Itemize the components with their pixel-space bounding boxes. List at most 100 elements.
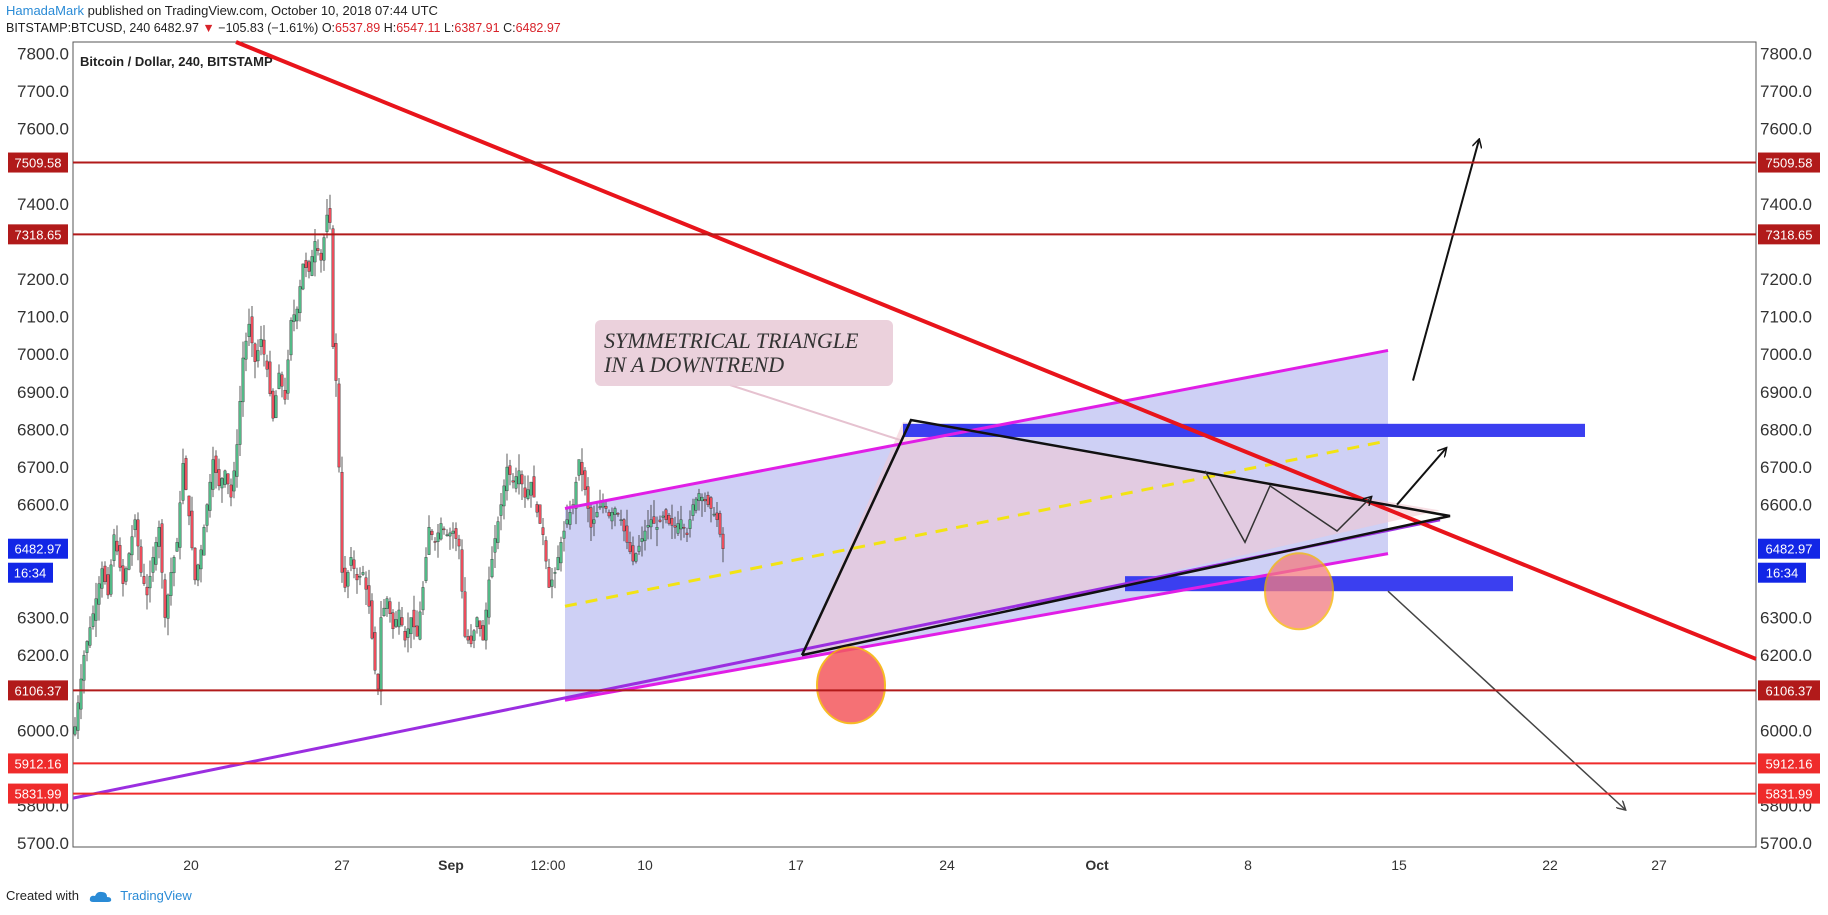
candle-body [394,619,398,627]
candle-body [325,214,329,232]
candle-body [529,481,533,496]
left-price-tag [8,152,68,173]
candle-body [208,481,212,511]
candle-body [340,471,344,573]
right-tick-label: 7400.0 [1760,195,1812,214]
open-label: O: [321,21,336,35]
candle-body [304,260,308,268]
candle-body [667,515,671,524]
candle-body [328,208,332,223]
candle-body [232,470,236,492]
candle-body [181,463,185,501]
candle-body [367,585,371,607]
candle-body [679,519,683,530]
candle-body [463,591,467,637]
open-value: 6537.89 [335,21,381,35]
candle-body [250,316,254,344]
candle-body [355,574,359,581]
candle-body [103,565,107,583]
candle-body [559,542,563,564]
candle-body [655,527,659,530]
short-up-arrow [1396,448,1446,506]
right-price-tag-text: 7509.58 [1766,156,1813,171]
candle-body [211,459,215,490]
low-label: L: [443,21,455,35]
candle-body [154,542,158,565]
candle-body [286,359,290,394]
symbol-label: BITSTAMP:BTCUSD, 240 [6,21,151,35]
left-price-tag-text: 5912.16 [15,756,62,771]
candle-body [547,567,551,588]
callout-line-2: IN A DOWNTREND [603,352,784,377]
candle-body [484,609,488,641]
bounce-circle-1 [816,646,886,725]
candle-body [361,572,365,575]
tradingview-link[interactable]: TradingView [120,888,192,903]
callout-box[interactable]: SYMMETRICAL TRIANGLE IN A DOWNTREND [595,320,901,441]
candle-body [502,485,506,507]
candle-body [715,512,719,520]
candle-body [112,534,116,561]
candle-body [574,481,578,509]
x-tick-label: 15 [1391,857,1407,873]
candle-body [682,527,686,529]
candle-body [565,519,569,525]
candle-body [94,598,98,621]
candle-body [718,513,722,535]
candle-body [436,532,440,543]
right-tick-label: 7800.0 [1760,44,1812,63]
candle-body [295,308,299,322]
overlays-layer [72,40,1757,809]
x-tick-label: Oct [1085,857,1109,873]
candle-body [460,549,464,592]
candle-body [244,340,248,360]
candle-body [625,525,629,543]
candle-body [475,617,479,628]
candle-body [490,559,494,578]
time-axis[interactable]: 20 27 Sep 12:00 10 17 24 Oct 8 15 22 27 [183,857,1667,873]
candle-body [307,261,311,272]
low-value: 6387.91 [454,21,500,35]
candle-body [676,523,680,534]
candle-body [427,527,431,555]
left-tick-label: 7600.0 [17,120,69,139]
candle-body [301,263,305,290]
right-price-tag [1758,753,1820,774]
candle-body [370,600,374,639]
candle-body [292,314,296,322]
candle-body [133,519,137,531]
price-chart[interactable]: Bitcoin / Dollar, 240, BITSTAMP 7800.0 77… [0,0,1828,880]
candle-body [493,538,497,553]
candle-body [130,536,134,556]
high-value: 6547.11 [396,21,441,35]
candle-body [73,726,77,735]
left-tick-label: 6000.0 [17,721,69,740]
author-link[interactable]: HamadaMark [6,3,85,18]
candle-body [631,545,635,562]
candle-body [496,521,500,543]
candle-body [265,360,269,370]
candle-body [643,530,647,541]
right-tick-label: 7200.0 [1760,270,1812,289]
left-tick-label: 7700.0 [17,82,69,101]
candle-body [709,497,713,509]
x-tick-label: 24 [939,857,955,873]
candle-body [658,519,662,522]
candle-body [556,557,560,571]
candle-body [331,228,335,347]
candle-body [319,252,323,261]
candle-body [544,540,548,562]
left-price-tag-text: 6106.37 [15,683,62,698]
right-tick-label: 6700.0 [1760,458,1812,477]
candle-body [385,598,389,609]
candle-body [649,519,653,528]
right-price-tag [1758,680,1820,701]
left-price-tag [8,783,68,804]
candle-body [430,530,434,535]
candle-body [511,480,515,483]
triangle-outline [800,418,1451,657]
candle-body [193,547,197,581]
left-tick-label: 7000.0 [17,345,69,364]
candle-body [262,339,266,355]
candle-body [151,557,155,573]
